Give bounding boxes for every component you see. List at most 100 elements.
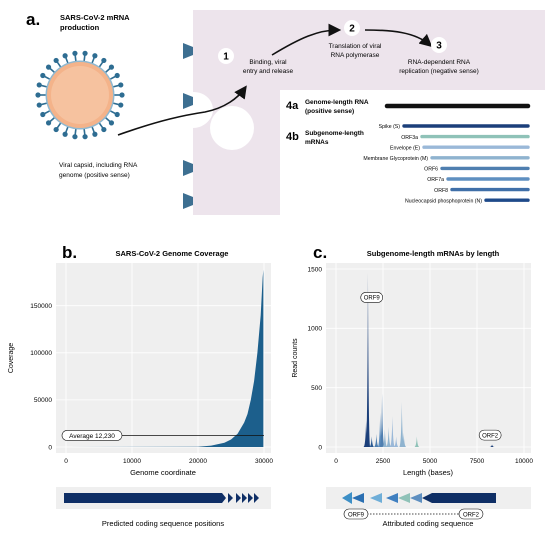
chart-c-ylabel: Read counts <box>292 338 299 378</box>
peak-mark <box>365 272 371 447</box>
subgenomic-label: ORF7a <box>427 177 444 183</box>
peak-mark <box>386 426 392 447</box>
chart-b-ylabel: Coverage <box>8 343 15 373</box>
coding-arrow <box>386 493 398 503</box>
receptor-icon <box>183 93 193 109</box>
average-annotation-box <box>61 430 123 441</box>
x-tick-label: 7500 <box>470 458 485 465</box>
box-4b-tag: 4b <box>286 131 299 143</box>
step-1-number: 1 <box>223 52 229 63</box>
x-tick-label: 30000 <box>255 458 273 465</box>
chart-c-x-ticks: 0 2500 5000 7500 10000 <box>334 458 533 465</box>
step-1: 1 Binding, viral entry and release <box>218 48 293 75</box>
spike-head <box>45 64 52 70</box>
rna-box <box>280 90 545 215</box>
peak-mark <box>379 393 385 447</box>
step2-to-3-arrow <box>364 29 433 48</box>
chart-c-annotations: ORF9 ORF2 <box>360 292 502 441</box>
spike-head <box>101 57 107 64</box>
chart-c-y-ticks: 0 500 1000 1500 <box>308 266 323 451</box>
spike-head <box>35 92 41 98</box>
panel-c-caption: Attributed coding sequence <box>383 519 474 528</box>
chart-b-x-ticks: 0 10000 20000 30000 <box>64 458 273 465</box>
chart-b-y-ticks: 0 50000 100000 150000 <box>30 303 52 451</box>
peak-mark <box>489 444 495 447</box>
coding-arrow <box>228 493 233 503</box>
x-tick-label: 0 <box>64 458 68 465</box>
receptor-group <box>183 43 193 209</box>
peak-mark <box>377 412 383 447</box>
step-1-line1: Binding, viral <box>249 59 287 66</box>
coding-arrow <box>352 493 364 503</box>
y-tick-label: 1000 <box>308 326 323 333</box>
coding-segment <box>64 493 212 503</box>
subgenomic-label: ORF3a <box>401 135 418 141</box>
receptor-icon <box>183 43 193 59</box>
track-label-left: ORF9 <box>343 508 369 520</box>
peak-annotation-text: ORF9 <box>364 296 381 302</box>
spike-head <box>114 111 120 118</box>
endosome-bubble <box>210 106 254 150</box>
panel-c: c. Subgenome-length mRNAs by length ORF9… <box>292 243 533 528</box>
receptor-icon <box>183 160 193 176</box>
spike-head <box>82 50 88 56</box>
chart-b-title: SARS-CoV-2 Genome Coverage <box>116 249 229 258</box>
spike-head <box>36 102 42 108</box>
box-4b-line1: Subgenome-length <box>305 130 364 137</box>
subgenomic-label: Membrane Glycoprotein (M) <box>363 156 428 162</box>
panel-a-title-line2: production <box>60 23 100 32</box>
track-label-left-text: ORF9 <box>348 513 365 519</box>
coding-arrow <box>342 492 352 504</box>
panel-c-letter: c. <box>313 243 327 262</box>
step-3-number: 3 <box>436 41 442 52</box>
step-2: 2 Translation of viral RNA polymerase <box>329 20 382 59</box>
x-tick-label: 2500 <box>376 458 391 465</box>
spike-head <box>118 102 124 108</box>
spike-head <box>40 111 46 118</box>
x-tick-label: 5000 <box>423 458 438 465</box>
chart-c-grid <box>326 263 531 453</box>
y-tick-label: 0 <box>318 444 322 451</box>
peak-mark <box>363 420 369 447</box>
y-tick-label: 50000 <box>34 397 52 404</box>
chart-b-plot-area <box>56 263 271 453</box>
coding-arrow <box>410 493 422 503</box>
virus-icon <box>35 50 125 140</box>
y-tick-label: 0 <box>48 444 52 451</box>
chart-c-xlabel: Length (bases) <box>403 468 454 477</box>
step-2-number: 2 <box>349 24 355 35</box>
subgenomic-label: Nucleocapsid phosphoprotein (N) <box>405 198 482 204</box>
spike-head <box>40 72 46 79</box>
spike-head <box>72 134 78 140</box>
coding-arrow <box>370 493 382 503</box>
coverage-area <box>66 269 264 447</box>
peak-mark <box>401 432 407 447</box>
peak-mark <box>373 433 380 447</box>
peak-mark <box>382 429 388 447</box>
subgenomic-label: Envelope (E) <box>390 145 420 151</box>
capsid-label-line2: genome (positive sense) <box>59 172 130 179</box>
peak-annotation-text: ORF2 <box>482 433 499 439</box>
spike-head <box>108 120 115 126</box>
spike-head <box>62 53 68 59</box>
chart-c-title: Subgenome-length mRNAs by length <box>367 249 500 258</box>
subgenomic-label: ORF6 <box>424 167 438 173</box>
coding-arrow <box>254 493 259 503</box>
peak-mark <box>369 436 375 447</box>
step-2-badge <box>344 20 360 36</box>
step-1-badge <box>218 48 234 64</box>
coding-arrow <box>242 493 247 503</box>
box-4a-tag: 4a <box>286 100 299 112</box>
box-4a-line1: Genome-length RNA <box>305 99 369 106</box>
spike-head <box>92 53 98 59</box>
subgenomic-label: ORF8 <box>434 188 448 194</box>
step-3-line1: RNA-dependent RNA <box>408 59 471 66</box>
x-tick-label: 0 <box>334 458 338 465</box>
spike-head <box>53 57 59 64</box>
spike-head <box>114 72 120 79</box>
capsid-label-line1: Viral capsid, including RNA <box>59 162 138 169</box>
peak-mark <box>414 436 420 447</box>
spike-head <box>118 82 124 88</box>
spike-head <box>108 64 115 70</box>
x-tick-label: 20000 <box>189 458 207 465</box>
